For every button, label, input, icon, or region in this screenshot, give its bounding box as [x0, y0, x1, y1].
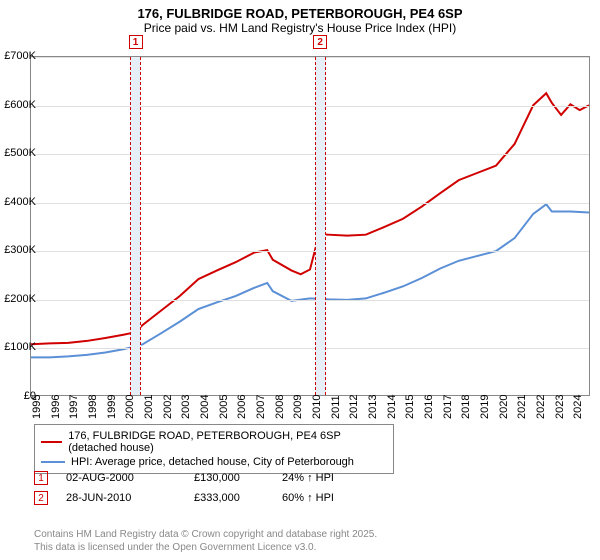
gridline-h — [31, 300, 589, 301]
footer-line1: Contains HM Land Registry data © Crown c… — [34, 528, 377, 541]
sales-row: 1 02-AUG-2000 £130,000 24% ↑ HPI — [34, 468, 382, 488]
xtick-label: 2001 — [143, 395, 155, 419]
title-block: 176, FULBRIDGE ROAD, PETERBOROUGH, PE4 6… — [0, 0, 600, 39]
ytick-label: £700K — [0, 50, 36, 62]
sale-price: £333,000 — [194, 492, 264, 504]
xtick-label: 2018 — [460, 395, 472, 419]
xtick-label: 1999 — [106, 395, 118, 419]
ytick-label: £500K — [0, 147, 36, 159]
chart-container: 176, FULBRIDGE ROAD, PETERBOROUGH, PE4 6… — [0, 0, 600, 560]
series-line — [31, 204, 589, 357]
gridline-h — [31, 251, 589, 252]
ytick-label: £200K — [0, 293, 36, 305]
xtick-label: 2000 — [124, 395, 136, 419]
gridline-h — [31, 57, 589, 58]
xtick-label: 2008 — [274, 395, 286, 419]
sales-row: 2 28-JUN-2010 £333,000 60% ↑ HPI — [34, 488, 382, 508]
xtick-label: 2013 — [367, 395, 379, 419]
xtick-label: 2005 — [218, 395, 230, 419]
ytick-label: £400K — [0, 196, 36, 208]
xtick-label: 2010 — [311, 395, 323, 419]
legend-swatch — [41, 461, 65, 463]
xtick-label: 2014 — [386, 395, 398, 419]
chart-title-line1: 176, FULBRIDGE ROAD, PETERBOROUGH, PE4 6… — [0, 6, 600, 21]
ytick-label: £0 — [0, 390, 36, 402]
gridline-h — [31, 348, 589, 349]
xtick-label: 1997 — [68, 395, 80, 419]
footer-line2: This data is licensed under the Open Gov… — [34, 541, 377, 554]
xtick-label: 2020 — [498, 395, 510, 419]
xtick-label: 2003 — [180, 395, 192, 419]
xtick-label: 2007 — [255, 395, 267, 419]
sale-band — [130, 57, 141, 395]
chart-title-line2: Price paid vs. HM Land Registry's House … — [0, 21, 600, 35]
sale-marker: 1 — [129, 35, 143, 49]
sale-price: £130,000 — [194, 472, 264, 484]
legend-row: HPI: Average price, detached house, City… — [41, 455, 387, 469]
ytick-label: £100K — [0, 341, 36, 353]
footer-attribution: Contains HM Land Registry data © Crown c… — [34, 528, 377, 554]
xtick-label: 2024 — [572, 395, 584, 419]
xtick-label: 2022 — [535, 395, 547, 419]
sales-table: 1 02-AUG-2000 £130,000 24% ↑ HPI 2 28-JUN-201… — [34, 468, 382, 508]
sale-diff: 24% ↑ HPI — [282, 472, 382, 484]
sale-index-badge: 1 — [34, 471, 48, 485]
gridline-h — [31, 203, 589, 204]
chart-svg — [31, 57, 589, 395]
xtick-label: 2002 — [162, 395, 174, 419]
xtick-label: 2012 — [348, 395, 360, 419]
sale-date: 02-AUG-2000 — [66, 472, 176, 484]
ytick-label: £600K — [0, 99, 36, 111]
xtick-label: 2011 — [330, 395, 342, 419]
legend-row: 176, FULBRIDGE ROAD, PETERBOROUGH, PE4 6… — [41, 429, 387, 455]
gridline-h — [31, 106, 589, 107]
sale-diff: 60% ↑ HPI — [282, 492, 382, 504]
gridline-h — [31, 154, 589, 155]
ytick-label: £300K — [0, 244, 36, 256]
xtick-label: 2019 — [479, 395, 491, 419]
legend: 176, FULBRIDGE ROAD, PETERBOROUGH, PE4 6… — [34, 424, 394, 474]
sale-marker: 2 — [313, 35, 327, 49]
xtick-label: 2009 — [292, 395, 304, 419]
xtick-label: 2016 — [423, 395, 435, 419]
sale-date: 28-JUN-2010 — [66, 492, 176, 504]
xtick-label: 1996 — [50, 395, 62, 419]
sale-index-badge: 2 — [34, 491, 48, 505]
series-line — [31, 93, 589, 344]
xtick-label: 2017 — [442, 395, 454, 419]
xtick-label: 2021 — [516, 395, 528, 419]
legend-label: 176, FULBRIDGE ROAD, PETERBOROUGH, PE4 6… — [68, 430, 387, 454]
xtick-label: 2023 — [554, 395, 566, 419]
plot-area: 1995199619971998199920002001200220032004… — [30, 56, 590, 396]
legend-swatch — [41, 441, 62, 443]
sale-band — [315, 57, 326, 395]
xtick-label: 2006 — [236, 395, 248, 419]
xtick-label: 2004 — [199, 395, 211, 419]
legend-label: HPI: Average price, detached house, City… — [71, 456, 354, 468]
xtick-label: 2015 — [404, 395, 416, 419]
xtick-label: 1998 — [87, 395, 99, 419]
